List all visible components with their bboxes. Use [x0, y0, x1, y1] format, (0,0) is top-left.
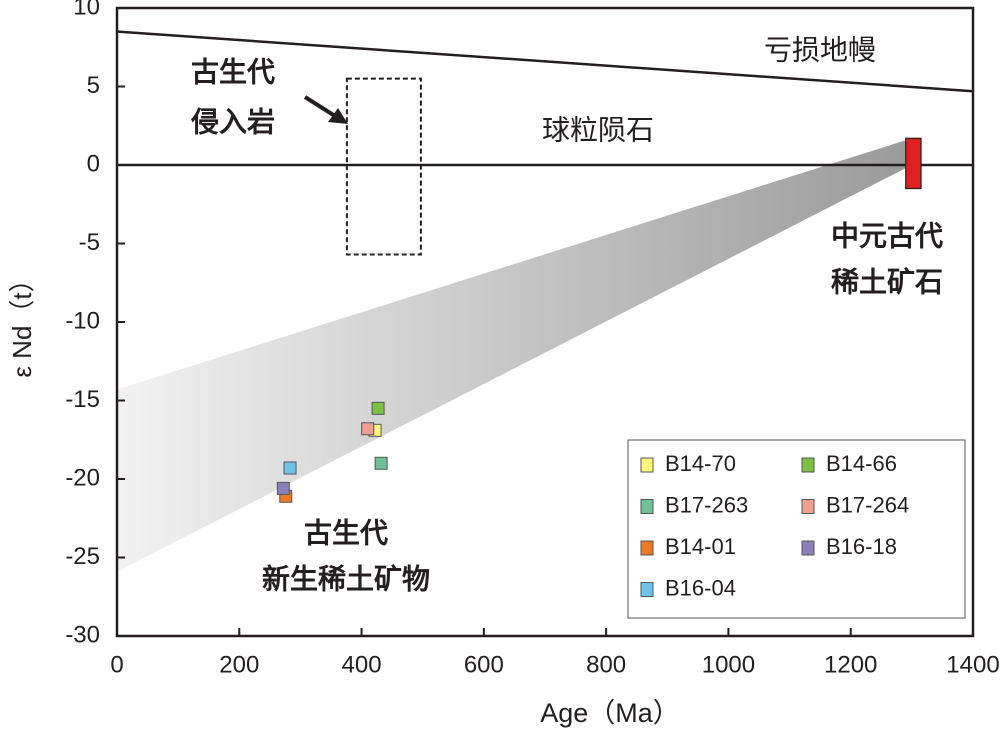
dashed-region: [345, 77, 422, 256]
line-label: 球粒陨石: [542, 114, 654, 145]
annotation: 稀土矿石: [831, 266, 943, 297]
arrow-shaft: [303, 95, 337, 118]
fan-band: [117, 138, 912, 572]
x-tick-label: 0: [110, 651, 123, 678]
legend-label: B16-04: [665, 575, 736, 600]
data-point: [283, 461, 297, 475]
legend-label: B17-263: [665, 492, 748, 517]
legend-label: B17-264: [826, 492, 909, 517]
y-tick-label: -15: [65, 386, 100, 413]
legend-marker: [640, 457, 654, 473]
data-point: [371, 401, 385, 415]
legend-label: B14-70: [665, 451, 736, 476]
legend-marker: [801, 457, 815, 473]
y-tick-label: 5: [87, 72, 100, 99]
annotation: 古生代: [304, 517, 388, 548]
legend-marker: [801, 499, 815, 514]
y-tick-label: -25: [65, 543, 100, 570]
annotation: 古生代: [191, 56, 275, 87]
legend-label: B16-18: [826, 534, 897, 559]
arrow-head: [328, 108, 348, 124]
legend-marker: [640, 582, 654, 597]
data-point: [361, 422, 375, 436]
legend-box: [627, 439, 966, 619]
x-tick-label: 200: [219, 651, 259, 678]
line-label: 亏损地幔: [764, 34, 876, 65]
ore-bar: [905, 137, 922, 190]
x-axis-label: Age（Ma）: [540, 698, 680, 728]
legend-marker: [640, 499, 654, 514]
y-tick-label: 10: [73, 0, 100, 20]
y-axis-label: ε Nd（t）: [7, 266, 37, 377]
legend-marker: [801, 540, 815, 556]
y-tick-label: -30: [65, 621, 100, 648]
legend-marker: [640, 540, 654, 556]
annotation: 侵入岩: [190, 106, 275, 137]
data-point: [276, 481, 290, 495]
x-tick-label: 800: [586, 651, 626, 678]
x-tick-label: 600: [464, 651, 504, 678]
data-point: [374, 456, 388, 470]
reference-line: [116, 30, 974, 93]
annotation: 新生稀土矿物: [262, 563, 430, 594]
y-tick-label: -20: [65, 464, 100, 491]
x-tick-label: 1200: [824, 651, 877, 678]
annotation: 中元古代: [831, 220, 943, 251]
y-tick-label: -5: [79, 229, 100, 256]
x-tick-label: 1000: [702, 651, 755, 678]
y-tick-label: 0: [87, 150, 100, 177]
x-tick-label: 400: [342, 651, 382, 678]
y-tick-label: -10: [65, 307, 100, 334]
legend-label: B14-01: [665, 534, 736, 559]
x-tick-label: 1400: [946, 651, 999, 678]
legend-label: B14-66: [826, 451, 897, 476]
